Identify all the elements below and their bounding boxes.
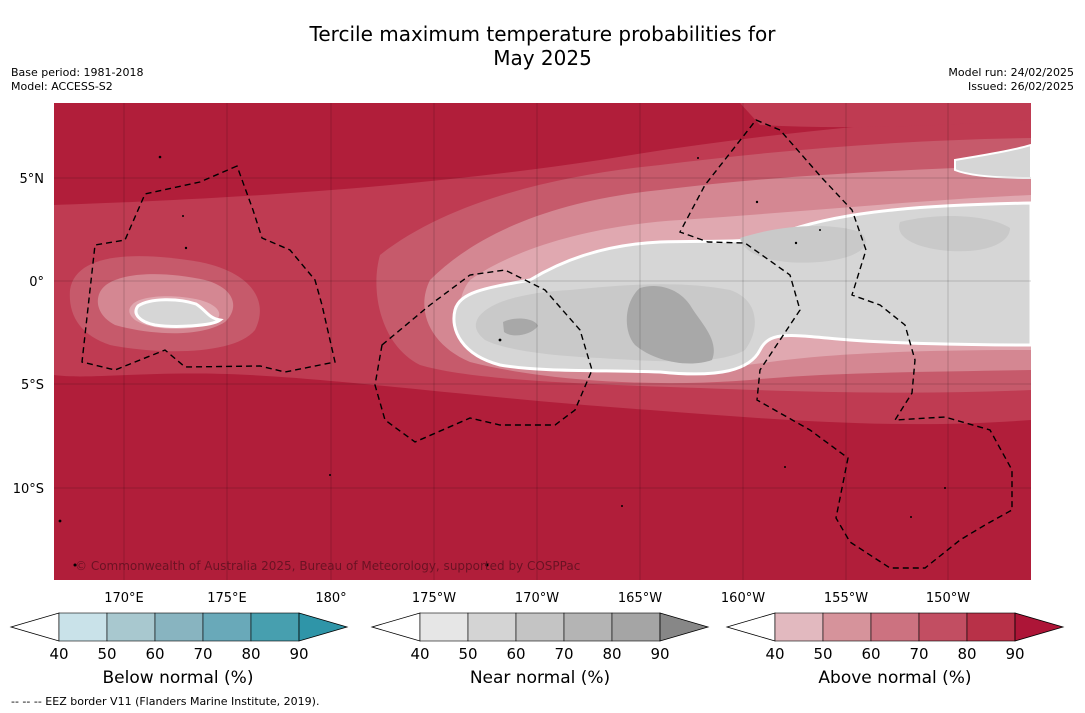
colorbar-above-high-extend [1014,612,1065,642]
colorbar-below-segment [202,612,252,642]
eez-borders [81,119,1013,569]
colorbar-near-segment [419,612,469,642]
colorbar-near-tick-label: 60 [506,645,525,663]
model-name: Model: ACCESS-S2 [11,80,113,93]
eez-border-central [374,269,593,443]
colorbar-above-tick-label: 60 [861,645,880,663]
colorbar-above-tick-label: 40 [765,645,784,663]
lat-labels: 5°N 0° 5°S 10°S [13,172,44,497]
colorbar-below-segment [154,612,204,642]
colorbar-near-tick-label: 70 [554,645,573,663]
lon-labels: 170°E 175°E 180° 175°W 170°W 165°W 160°W… [104,591,970,606]
colorbar-below-tick-label: 40 [49,645,68,663]
colorbar-near-segment [611,612,661,642]
lon-label-165w: 165°W [618,591,662,606]
colorbar-below-tick-label: 80 [241,645,260,663]
colorbar-near-high-extend [659,612,710,642]
lon-label-175e: 175°E [207,591,247,606]
colorbar-below: 40 50 60 70 80 90 [9,612,349,663]
colorbar-near-segment [515,612,565,642]
lon-label-170w: 170°W [515,591,559,606]
colorbar-title-above: Above normal (%) [818,668,972,688]
lat-label-0: 0° [29,275,44,290]
eez-footnote: -- -- -- EEZ border V11 (Flanders Marine… [11,695,320,708]
lon-label-155w: 155°W [824,591,868,606]
title-line-2: May 2025 [493,46,592,70]
colorbar-above-tick-label: 50 [813,645,832,663]
colorbar-below-low-extend [9,612,60,642]
colorbar-near-segment [467,612,517,642]
lat-label-5s: 5°S [21,378,44,393]
near-40-northeast-patch [954,143,1031,180]
colorbar-near-tick-label: 80 [602,645,621,663]
colorbar-above-segment [870,612,920,642]
colorbar-title-near: Near normal (%) [469,668,611,688]
colorbar-near: 40 50 60 70 80 90 [370,612,710,663]
near-60-region [626,285,714,364]
colorbar-near-tick-label: 90 [650,645,669,663]
colorbar-near-segment [563,612,613,642]
colorbar-above-tick-label: 90 [1005,645,1024,663]
above-80-north-strip [740,103,1031,128]
colorbar-below-segment [250,612,300,642]
copyright-text: © Commonwealth of Australia 2025, Bureau… [75,559,580,573]
lon-label-160w: 160°W [721,591,765,606]
map-fill-layer [54,103,1031,580]
graticule [54,103,1031,580]
colorbar-title-below: Below normal (%) [102,668,254,688]
eez-border-east [679,119,1013,569]
colorbars: 40 50 60 70 80 90 40 50 60 70 80 90 40 50 60 70 80 90 [9,612,1065,663]
title-line-1: Tercile maximum temperature probabilitie… [309,22,776,46]
colorbar-above-low-extend [725,612,776,642]
near-50-east-patch [740,226,866,263]
lat-label-5n: 5°N [20,172,45,187]
colorbar-above-tick-label: 80 [957,645,976,663]
near-50-far-east-patch [899,216,1010,252]
island-markers [58,155,946,567]
base-period: Base period: 1981-2018 [11,66,144,79]
near-60-small-patch [503,318,538,336]
colorbar-below-tick-label: 50 [97,645,116,663]
colorbar-above-segment [966,612,1016,642]
lon-label-150w: 150°W [926,591,970,606]
colorbar-near-low-extend [370,612,421,642]
lon-label-170e: 170°E [104,591,144,606]
lon-label-175w: 175°W [412,591,456,606]
lon-label-180: 180° [315,591,346,606]
model-run: Model run: 24/02/2025 [948,66,1074,79]
near-40-west-patch [134,298,224,328]
colorbar-below-segment [106,612,156,642]
colorbar-near-tick-label: 40 [410,645,429,663]
colorbar-above-segment [918,612,968,642]
colorbar-below-high-extend [298,612,349,642]
colorbar-below-tick-label: 70 [193,645,212,663]
colorbar-above-segment [774,612,824,642]
colorbar-below-segment [58,612,108,642]
lat-label-10s: 10°S [13,482,44,497]
colorbar-below-tick-label: 90 [289,645,308,663]
colorbar-above: 40 50 60 70 80 90 [725,612,1065,663]
colorbar-near-tick-label: 50 [458,645,477,663]
issued-date: Issued: 26/02/2025 [967,80,1074,93]
colorbar-above-segment [822,612,872,642]
colorbar-above-tick-label: 70 [909,645,928,663]
colorbar-below-tick-label: 60 [145,645,164,663]
